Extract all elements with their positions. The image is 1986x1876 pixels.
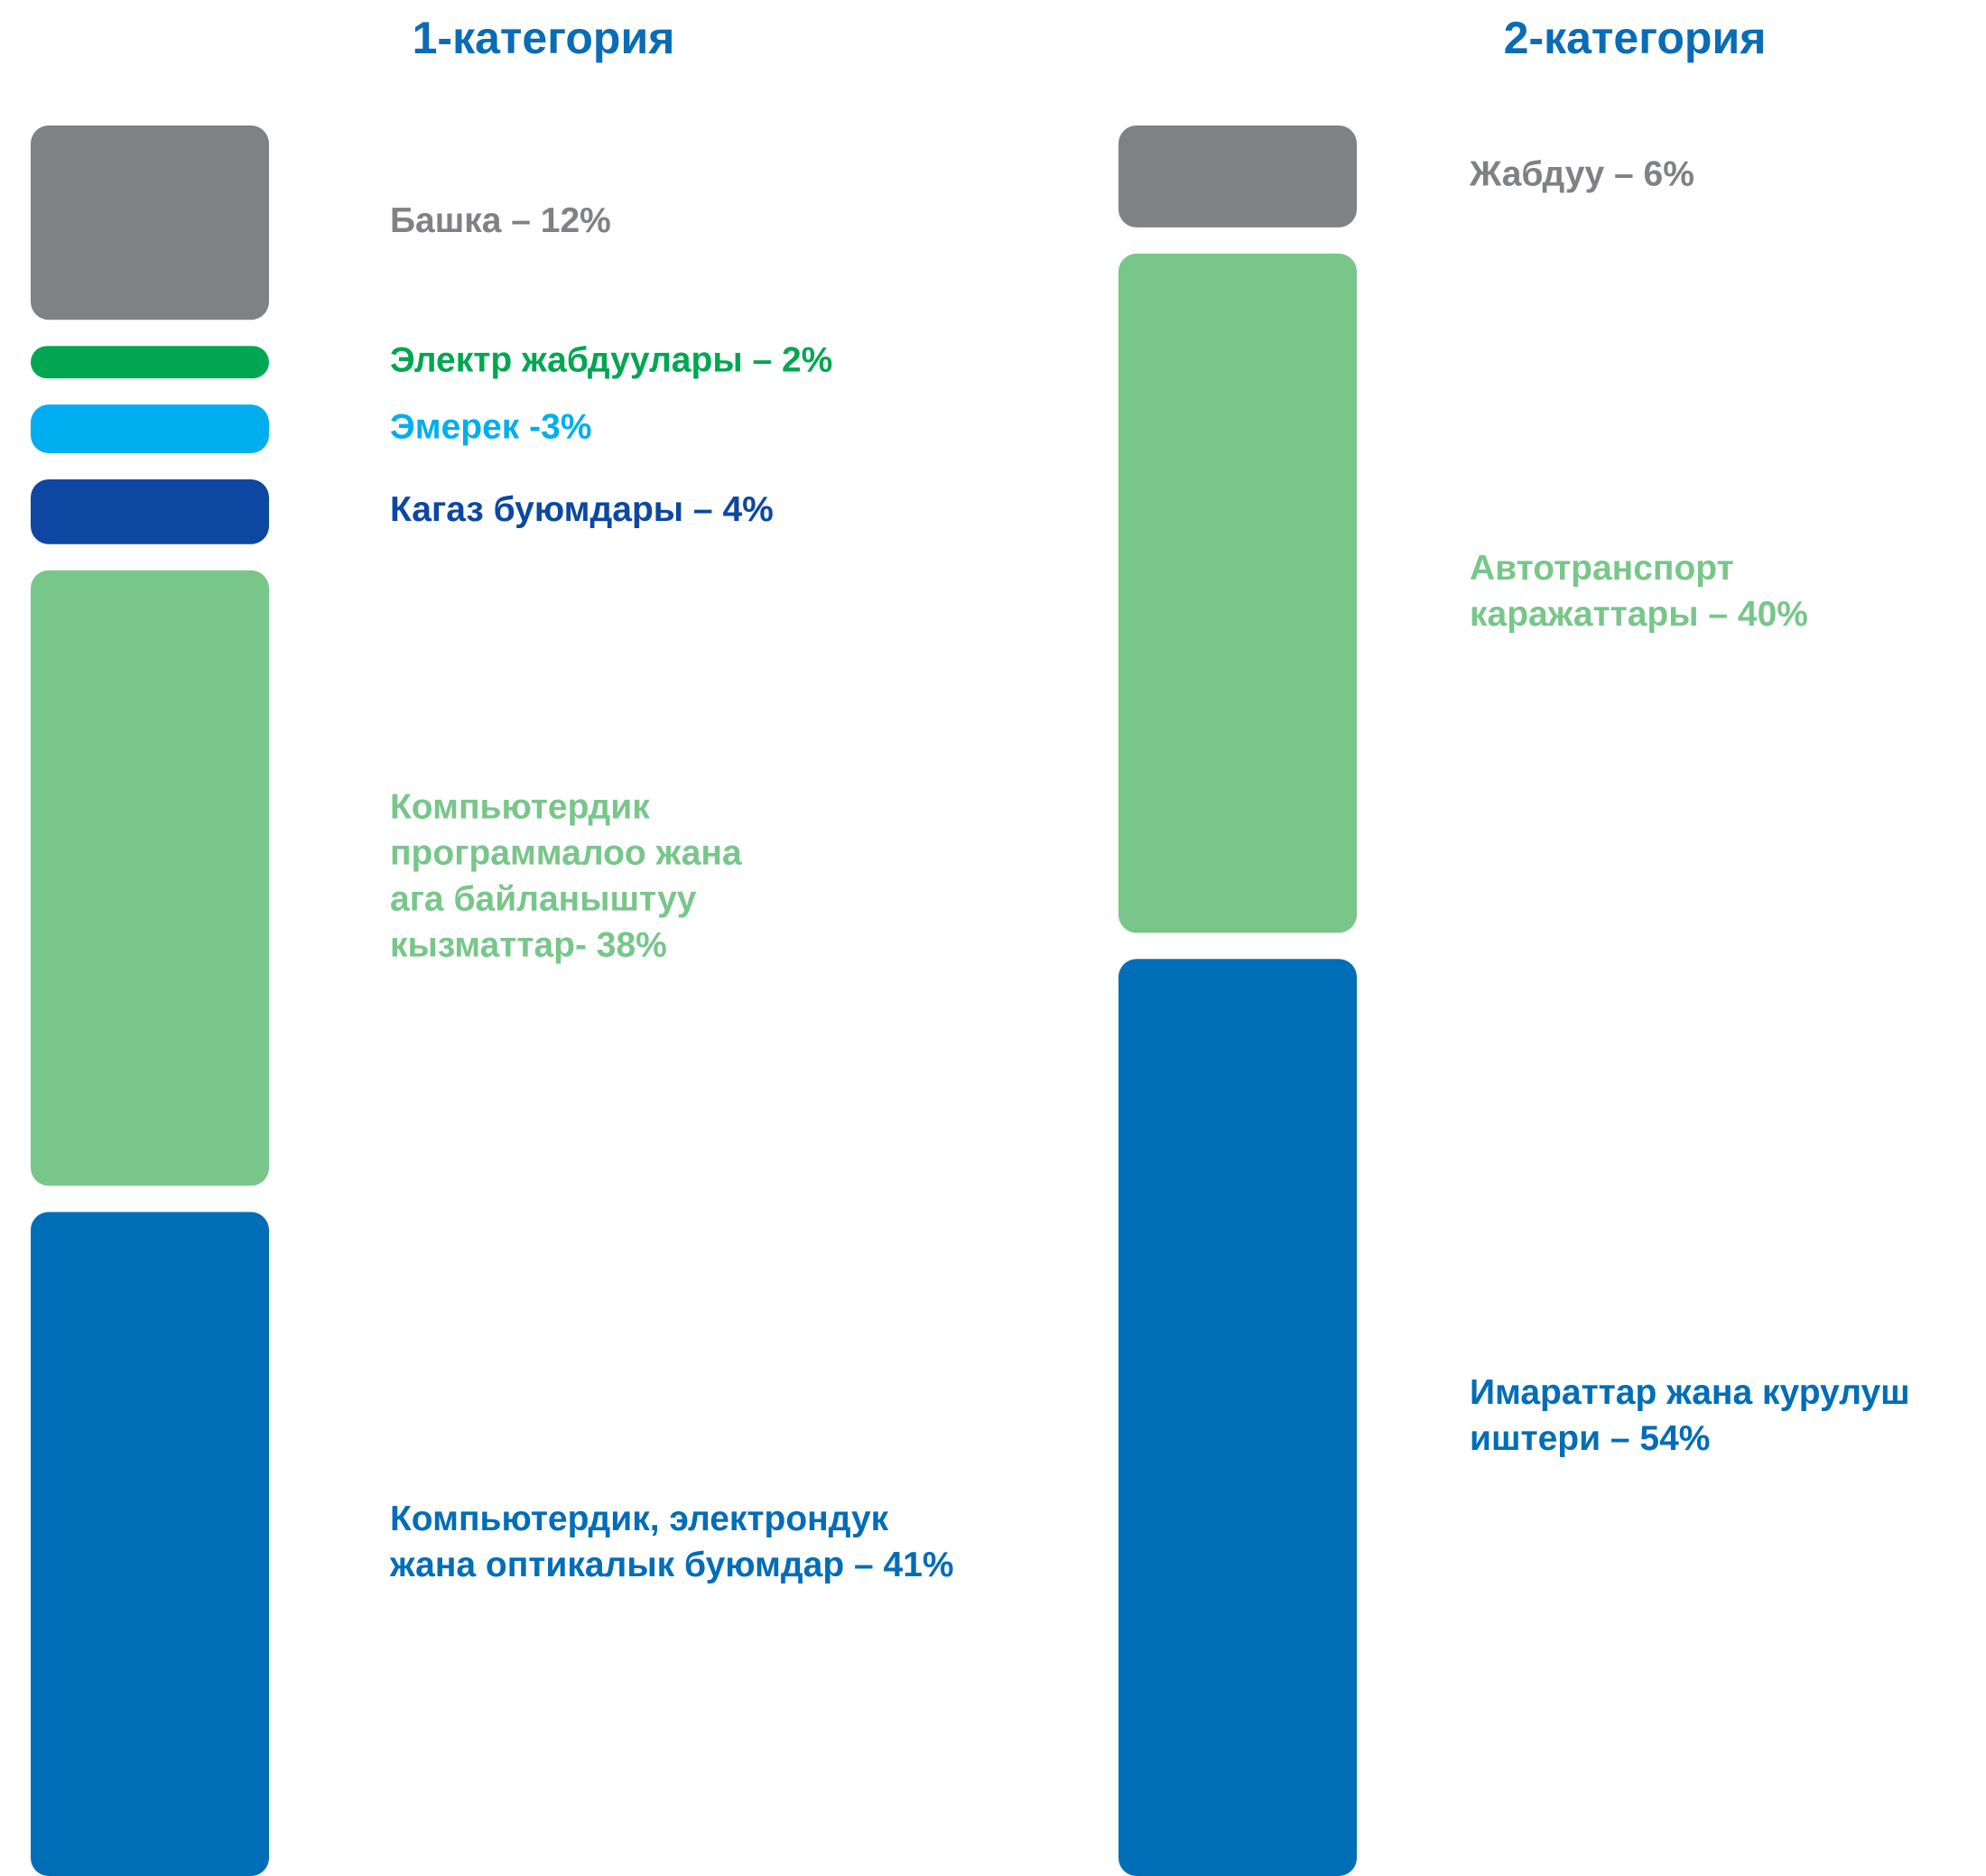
segment-label: Электр жабдуулары – 2% (390, 341, 832, 380)
segment (31, 125, 269, 320)
segment-label: Башка – 12% (390, 201, 611, 240)
segment (31, 1212, 269, 1876)
chart-title: 2-категория (1504, 13, 1767, 63)
segment-label: Жабдуу – 6% (1469, 155, 1694, 194)
segment-label: программалоо жана (390, 833, 742, 872)
segment-label: Компьютердик, электрондук (390, 1500, 889, 1538)
segment-label: Автотранспорт (1470, 549, 1734, 588)
segment-label: иштери – 54% (1470, 1419, 1711, 1458)
segment-label: кызматтар- 38% (390, 925, 667, 964)
segment-label: Эмерек -3% (390, 407, 592, 446)
segment (1118, 959, 1357, 1876)
segment (31, 404, 269, 453)
segment (31, 570, 269, 1186)
segment-label: ага байланыштуу (390, 879, 697, 918)
segment-label: каражаттары – 40% (1470, 595, 1808, 634)
segment (31, 346, 269, 379)
chart-title: 1-категория (413, 13, 675, 63)
segment-label: Компьютердик (390, 787, 650, 826)
segment-label: Кагаз буюмдары – 4% (390, 490, 774, 529)
segment (31, 478, 269, 544)
segment (1118, 125, 1357, 228)
segment-label: жана оптикалык буюмдар – 41% (389, 1546, 954, 1584)
segment-label: Имараттар жана курулуш (1470, 1373, 1910, 1412)
segment (1118, 253, 1357, 933)
